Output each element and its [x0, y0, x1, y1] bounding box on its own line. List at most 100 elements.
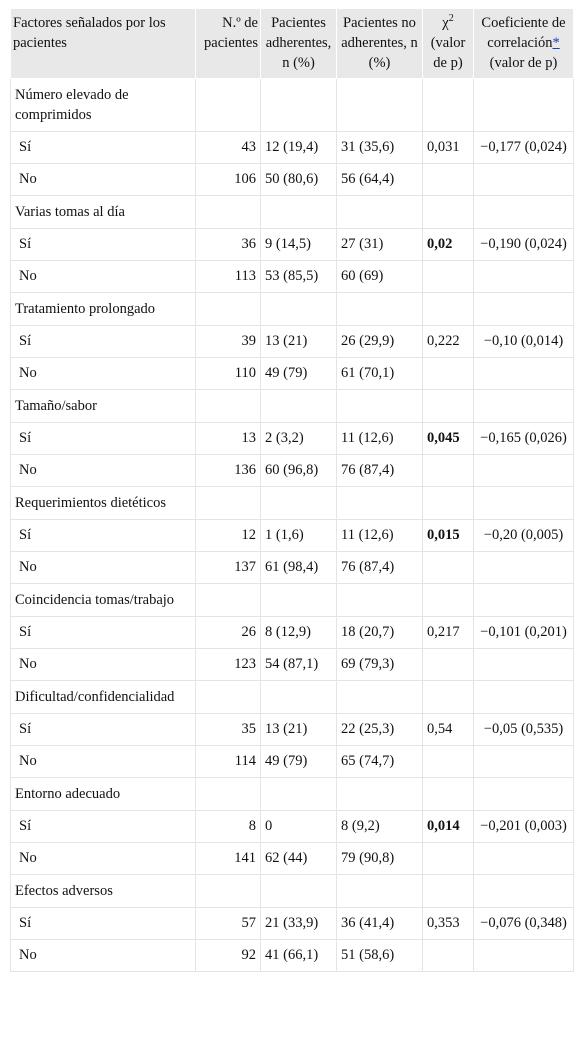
table-row: Sí 26 8 (12,9) 18 (20,7) 0,217 −0,101 (0,201) — [10, 616, 574, 649]
empty-cell — [422, 78, 474, 132]
adherent-value: 21 (33,9) — [260, 907, 337, 940]
chi-square-value — [422, 842, 474, 875]
group-row: Efectos adversos — [10, 874, 574, 908]
table-row: Sí 12 1 (1,6) 11 (12,6) 0,015 −0,20 (0,005) — [10, 519, 574, 552]
correlation-value: −0,201 (0,003) — [473, 810, 574, 843]
chi-square-value — [422, 357, 474, 390]
empty-cell — [422, 874, 474, 908]
header-factors: Factores señalados por los pacientes — [10, 8, 196, 79]
correlation-value — [473, 163, 574, 196]
empty-cell — [260, 583, 337, 617]
adherent-value: 50 (80,6) — [260, 163, 337, 196]
patients-count: 39 — [195, 325, 261, 358]
empty-cell — [336, 680, 423, 714]
correlation-value — [473, 260, 574, 293]
empty-cell — [195, 195, 261, 229]
chi-symbol: χ — [442, 15, 449, 31]
patients-count: 13 — [195, 422, 261, 455]
group-row: Coincidencia tomas/trabajo — [10, 583, 574, 617]
adherent-value: 49 (79) — [260, 745, 337, 778]
row-label: No — [10, 454, 196, 487]
patients-count: 110 — [195, 357, 261, 390]
adherent-value: 13 (21) — [260, 713, 337, 746]
row-label: Sí — [10, 907, 196, 940]
header-non-adherent: Pacientes no adherentes, n (%) — [336, 8, 423, 79]
row-label: Sí — [10, 325, 196, 358]
patients-count: 114 — [195, 745, 261, 778]
row-label: Sí — [10, 228, 196, 261]
group-row: Tratamiento prolongado — [10, 292, 574, 326]
empty-cell — [422, 486, 474, 520]
non-adherent-value: 11 (12,6) — [336, 422, 423, 455]
patients-count: 36 — [195, 228, 261, 261]
row-label: Sí — [10, 519, 196, 552]
table-container: Factores señalados por los pacientes N.º… — [10, 8, 574, 972]
empty-cell — [473, 292, 574, 326]
adherent-value: 8 (12,9) — [260, 616, 337, 649]
group-title: Coincidencia tomas/trabajo — [10, 583, 196, 617]
patients-count: 136 — [195, 454, 261, 487]
table-row: Sí 8 0 8 (9,2) 0,014 −0,201 (0,003) — [10, 810, 574, 843]
empty-cell — [260, 874, 337, 908]
empty-cell — [260, 486, 337, 520]
empty-cell — [473, 78, 574, 132]
correlation-value — [473, 551, 574, 584]
adherent-value: 53 (85,5) — [260, 260, 337, 293]
row-label: Sí — [10, 131, 196, 164]
empty-cell — [195, 874, 261, 908]
adherent-value: 62 (44) — [260, 842, 337, 875]
non-adherent-value: 18 (20,7) — [336, 616, 423, 649]
table-row: Sí 13 2 (3,2) 11 (12,6) 0,045 −0,165 (0,026) — [10, 422, 574, 455]
chi-square-value: 0,02 — [422, 228, 474, 261]
empty-cell — [195, 583, 261, 617]
correlation-value: −0,177 (0,024) — [473, 131, 574, 164]
empty-cell — [336, 874, 423, 908]
chi-superscript: 2 — [448, 13, 454, 25]
patients-count: 106 — [195, 163, 261, 196]
row-label: No — [10, 745, 196, 778]
group-title: Tamaño/sabor — [10, 389, 196, 423]
empty-cell — [195, 486, 261, 520]
table-row: No 114 49 (79) 65 (74,7) — [10, 745, 574, 778]
adherent-value: 0 — [260, 810, 337, 843]
non-adherent-value: 76 (87,4) — [336, 454, 423, 487]
correlation-value: −0,076 (0,348) — [473, 907, 574, 940]
correlation-value: −0,165 (0,026) — [473, 422, 574, 455]
empty-cell — [195, 680, 261, 714]
row-label: No — [10, 648, 196, 681]
table-row: Sí 43 12 (19,4) 31 (35,6) 0,031 −0,177 (0,024… — [10, 131, 574, 164]
empty-cell — [422, 583, 474, 617]
empty-cell — [422, 195, 474, 229]
empty-cell — [260, 389, 337, 423]
adherent-value: 1 (1,6) — [260, 519, 337, 552]
correlation-value — [473, 842, 574, 875]
header-row: Factores señalados por los pacientes N.º… — [10, 8, 574, 79]
empty-cell — [473, 777, 574, 811]
table-row: No 110 49 (79) 61 (70,1) — [10, 357, 574, 390]
chi-square-value — [422, 745, 474, 778]
empty-cell — [336, 78, 423, 132]
correlation-value: −0,10 (0,014) — [473, 325, 574, 358]
non-adherent-value: 36 (41,4) — [336, 907, 423, 940]
chi-square-value: 0,353 — [422, 907, 474, 940]
group-title: Entorno adecuado — [10, 777, 196, 811]
row-label: Sí — [10, 616, 196, 649]
correlation-value — [473, 357, 574, 390]
adherent-value: 60 (96,8) — [260, 454, 337, 487]
group-row: Número elevado de comprimidos — [10, 78, 574, 132]
empty-cell — [195, 78, 261, 132]
table-row: No 141 62 (44) 79 (90,8) — [10, 842, 574, 875]
footnote-link[interactable]: * — [552, 35, 560, 51]
row-label: No — [10, 357, 196, 390]
patients-count: 113 — [195, 260, 261, 293]
group-title: Varias tomas al día — [10, 195, 196, 229]
patients-count: 141 — [195, 842, 261, 875]
empty-cell — [473, 195, 574, 229]
row-label: No — [10, 939, 196, 972]
group-title: Requerimientos dietéticos — [10, 486, 196, 520]
empty-cell — [195, 389, 261, 423]
header-num-patients: N.º de pacientes — [195, 8, 261, 79]
empty-cell — [473, 680, 574, 714]
empty-cell — [422, 389, 474, 423]
chi-square-value — [422, 260, 474, 293]
